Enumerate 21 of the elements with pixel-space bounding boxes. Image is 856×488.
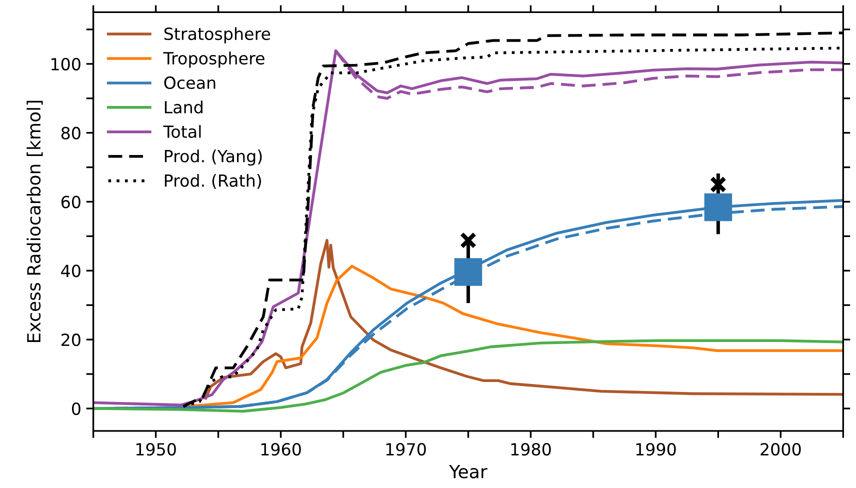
y-tick-label: 40 <box>61 264 80 278</box>
x-axis-title: Year <box>449 464 488 478</box>
y-axis-title: Excess Radiocarbon [kmol] <box>26 100 43 342</box>
legend-label: Total <box>163 125 201 138</box>
x-tick-label: 1950 <box>136 443 176 456</box>
legend-label: Prod. (Rath) <box>164 174 261 189</box>
x-tick-label: 1980 <box>511 443 551 456</box>
legend-label: Ocean <box>164 76 216 90</box>
x-tick-label: 1990 <box>636 443 676 456</box>
y-tick-label: 100 <box>52 58 80 70</box>
x-tick-label: 1970 <box>386 443 426 456</box>
legend-label: Troposphere <box>163 52 264 68</box>
legend-label: Prod. (Yang) <box>164 150 262 166</box>
x-tick-label: 2000 <box>760 443 801 456</box>
legend-label: Land <box>164 100 202 114</box>
y-tick-label: 60 <box>61 196 80 208</box>
y-tick-label: 20 <box>62 334 80 346</box>
y-tick-label: 80 <box>61 126 80 140</box>
x-tick-label: 1960 <box>261 443 301 456</box>
legend-label: Stratosphere <box>164 27 270 44</box>
y-tick-label: 0 <box>72 402 80 416</box>
